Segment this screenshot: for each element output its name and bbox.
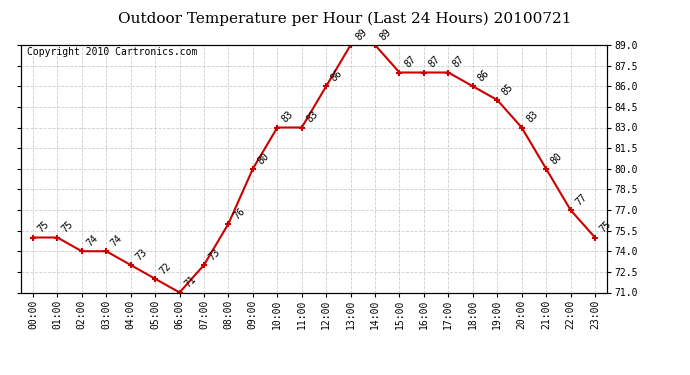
Text: 75: 75 (598, 219, 613, 235)
Text: 83: 83 (524, 110, 540, 125)
Text: 87: 87 (426, 54, 442, 70)
Text: 73: 73 (133, 247, 149, 262)
Text: 77: 77 (573, 192, 589, 207)
Text: 76: 76 (231, 206, 246, 221)
Text: Outdoor Temperature per Hour (Last 24 Hours) 20100721: Outdoor Temperature per Hour (Last 24 Ho… (118, 11, 572, 26)
Text: 73: 73 (207, 247, 222, 262)
Text: 72: 72 (158, 261, 173, 276)
Text: 86: 86 (475, 68, 491, 84)
Text: 75: 75 (36, 219, 51, 235)
Text: 71: 71 (182, 274, 198, 290)
Text: 85: 85 (500, 82, 515, 97)
Text: Copyright 2010 Cartronics.com: Copyright 2010 Cartronics.com (26, 48, 197, 57)
Text: 80: 80 (255, 151, 271, 166)
Text: 86: 86 (329, 68, 344, 84)
Text: 83: 83 (280, 110, 295, 125)
Text: 87: 87 (402, 54, 417, 70)
Text: 89: 89 (353, 27, 368, 42)
Text: 80: 80 (549, 151, 564, 166)
Text: 75: 75 (60, 219, 75, 235)
Text: 89: 89 (378, 27, 393, 42)
Text: 74: 74 (85, 233, 100, 249)
Text: 74: 74 (109, 233, 124, 249)
Text: 83: 83 (304, 110, 320, 125)
Text: 87: 87 (451, 54, 466, 70)
